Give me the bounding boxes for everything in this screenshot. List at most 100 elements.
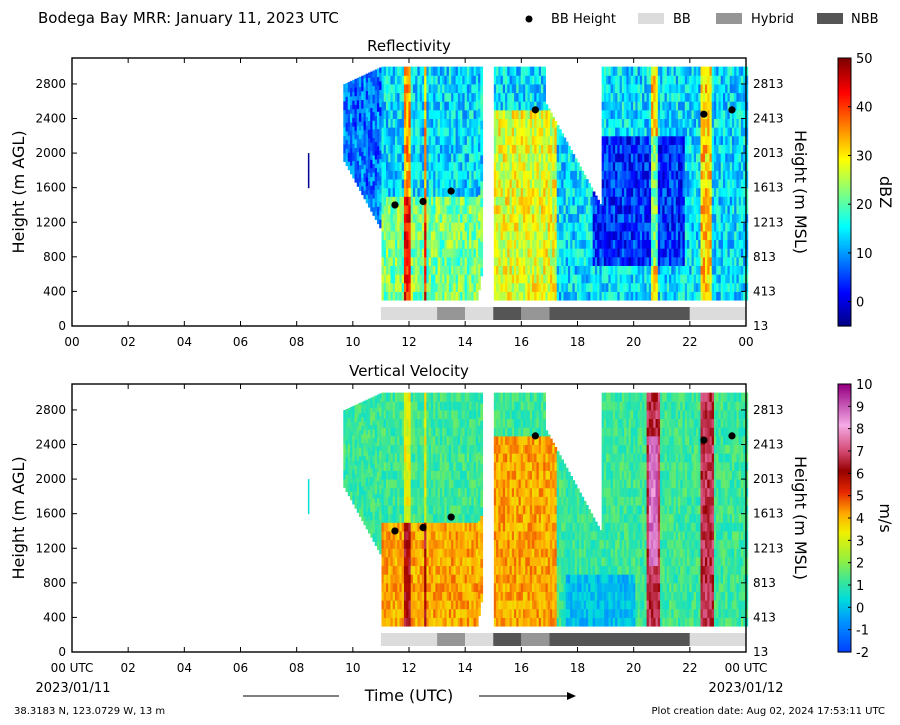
heatmap-cell	[743, 144, 746, 154]
heatmap-cell	[549, 291, 553, 301]
heatmap-cell	[574, 187, 578, 197]
heatmap-cell	[388, 505, 391, 515]
heatmap-cell	[567, 187, 571, 197]
heatmap-cell	[453, 230, 457, 241]
heatmap-cell	[493, 265, 497, 275]
heatmap-cell	[453, 170, 457, 180]
heatmap-cell	[574, 204, 578, 215]
heatmap-cell	[383, 444, 387, 454]
heatmap-cell	[662, 118, 666, 128]
heatmap-cell	[601, 75, 605, 85]
heatmap-cell	[563, 265, 567, 275]
heatmap-cell	[610, 239, 614, 249]
heatmap-cell	[543, 187, 546, 197]
heatmap-cell	[343, 118, 347, 128]
heatmap-cell	[608, 153, 612, 163]
heatmap-cell	[558, 179, 562, 189]
heatmap-cell	[538, 179, 542, 189]
heatmap-cell	[347, 417, 351, 428]
heatmap-cell	[385, 144, 389, 154]
heatmap-cell	[644, 135, 648, 145]
heatmap-cell	[637, 118, 641, 128]
heatmap-cell	[444, 170, 448, 180]
heatmap-cell	[527, 204, 531, 215]
heatmap-cell	[583, 196, 587, 206]
heatmap-cell	[372, 428, 376, 439]
heatmap-cell	[711, 101, 715, 111]
heatmap-cell	[525, 230, 529, 241]
heatmap-cell	[684, 256, 688, 266]
heatmap-cell	[646, 222, 650, 232]
heatmap-cell	[502, 66, 506, 76]
heatmap-cell	[374, 528, 378, 538]
heatmap-cell	[731, 222, 735, 232]
heatmap-cell	[379, 115, 382, 125]
heatmap-cell	[376, 119, 380, 130]
heatmap-cell	[713, 196, 717, 206]
heatmap-cell	[500, 179, 504, 189]
heatmap-cell	[394, 392, 398, 402]
heatmap-cell	[388, 274, 391, 284]
heatmap-cell	[700, 256, 704, 266]
heatmap-cell	[505, 291, 508, 301]
heatmap-cell	[633, 127, 636, 137]
heatmap-cell	[579, 274, 582, 284]
heatmap-cell	[363, 86, 367, 96]
heatmap-cell	[678, 75, 681, 85]
heatmap-cell	[608, 170, 612, 180]
heatmap-cell	[567, 282, 571, 292]
heatmap-cell	[473, 101, 477, 111]
heatmap-cell	[673, 274, 677, 284]
heatmap-cell	[496, 92, 499, 102]
heatmap-cell	[370, 493, 373, 504]
heatmap-cell	[727, 83, 731, 94]
heatmap-cell	[354, 156, 358, 166]
heatmap-cell	[669, 196, 672, 206]
heatmap-cell	[635, 127, 639, 137]
heatmap-cell	[457, 196, 461, 206]
heatmap-cell	[538, 161, 542, 171]
heatmap-cell	[736, 118, 740, 128]
heatmap-cell	[460, 66, 463, 76]
heatmap-cell	[354, 164, 358, 174]
heatmap-cell	[392, 574, 396, 584]
heatmap-cell	[379, 106, 382, 116]
heatmap-cell	[657, 248, 661, 258]
heatmap-cell	[509, 179, 513, 189]
heatmap-cell	[628, 144, 632, 154]
heatmap-cell	[403, 161, 407, 171]
heatmap-cell	[696, 127, 699, 137]
heatmap-cell	[359, 95, 362, 105]
heatmap-cell	[722, 274, 726, 284]
heatmap-cell	[379, 141, 382, 151]
heatmap-cell	[549, 144, 553, 154]
heatmap-cell	[446, 118, 450, 128]
heatmap-cell	[543, 291, 546, 301]
heatmap-cell	[671, 256, 675, 266]
heatmap-cell	[581, 170, 585, 180]
heatmap-cell	[552, 153, 555, 163]
heatmap-cell	[657, 83, 661, 94]
heatmap-cell	[617, 230, 621, 241]
heatmap-cell	[637, 153, 641, 163]
heatmap-cell	[345, 413, 349, 423]
heatmap-cell	[624, 109, 627, 120]
heatmap-cell	[478, 185, 481, 196]
heatmap-cell	[392, 144, 396, 154]
heatmap-cell	[585, 196, 589, 206]
heatmap-cell	[439, 135, 443, 145]
heatmap-cell	[394, 409, 398, 420]
heatmap-cell	[601, 127, 605, 137]
heatmap-cell	[363, 181, 367, 191]
heatmap-cell	[621, 75, 625, 85]
heatmap-cell	[442, 248, 445, 258]
colorbar-step	[838, 78, 851, 81]
heatmap-cell	[729, 230, 733, 241]
heatmap-cell	[385, 101, 389, 111]
heatmap-cell	[552, 196, 555, 206]
heatmap-cell	[529, 127, 533, 137]
heatmap-cell	[590, 291, 594, 301]
heatmap-cell	[385, 127, 389, 137]
heatmap-cell	[365, 451, 369, 461]
